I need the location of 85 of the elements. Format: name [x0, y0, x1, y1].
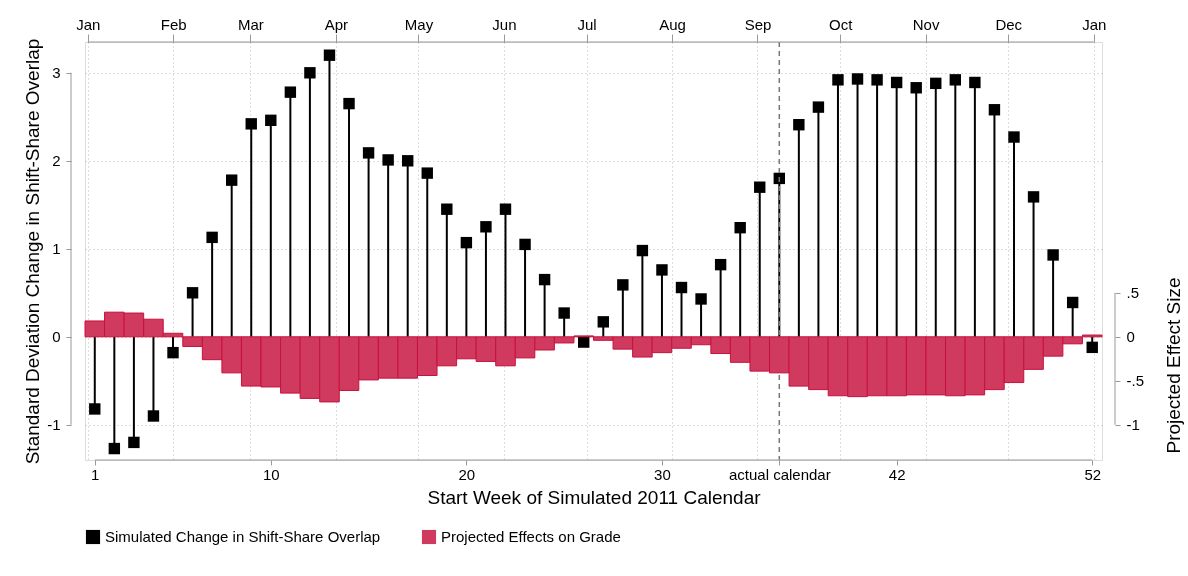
point — [969, 76, 981, 89]
x2-tick-label: Jan — [76, 15, 101, 33]
point — [871, 74, 883, 86]
point — [186, 287, 199, 299]
point — [284, 86, 297, 98]
point — [851, 73, 864, 85]
point — [402, 155, 414, 167]
point — [675, 281, 688, 294]
point — [89, 403, 101, 415]
point — [460, 236, 473, 249]
point — [382, 154, 394, 166]
point — [108, 442, 121, 455]
x-tick-label: actual calendar — [728, 465, 831, 483]
x2-tick-label: Sep — [744, 15, 772, 33]
point — [714, 258, 727, 271]
x2-tick-label: May — [404, 15, 434, 33]
point — [656, 264, 668, 276]
y-axis-title: Standard Deviation Change in Shift-Share Overlap — [22, 38, 44, 465]
x2-tick-label: Nov — [912, 15, 940, 33]
y-tick-label: 0 — [52, 328, 61, 346]
point — [793, 119, 805, 131]
point — [890, 76, 903, 89]
point — [1066, 296, 1079, 309]
x2-tick-label: Aug — [659, 15, 686, 33]
x-tick-label: 10 — [262, 465, 280, 483]
point — [225, 174, 238, 186]
x2-tick-label: Apr — [324, 15, 348, 33]
y-tick-label: 3 — [52, 64, 61, 82]
point — [421, 167, 433, 179]
point — [597, 316, 609, 328]
y-tick-label: 1 — [52, 240, 61, 258]
x-tick-label: 42 — [888, 465, 906, 483]
point — [1008, 131, 1020, 143]
point — [988, 104, 1001, 116]
point — [480, 221, 492, 233]
point — [636, 244, 649, 257]
point — [1086, 341, 1098, 354]
x-tick-label: 20 — [458, 465, 476, 483]
point — [128, 436, 140, 449]
point — [538, 273, 551, 286]
point — [1047, 249, 1059, 261]
point — [245, 118, 257, 130]
point — [519, 238, 531, 251]
y2-axis-title: Projected Effect Size — [1162, 277, 1184, 454]
x2-tick-label: Jul — [577, 15, 597, 33]
y-tick-label: 2 — [52, 152, 61, 170]
point — [812, 101, 825, 113]
point — [578, 336, 590, 348]
point — [206, 231, 218, 244]
x-axis-title: Start Week of Simulated 2011 Calendar — [427, 486, 762, 508]
point — [930, 77, 942, 90]
point — [265, 114, 277, 127]
x2-tick-label: Jan — [1082, 15, 1107, 33]
point — [323, 49, 336, 61]
x2-tick-label: Jun — [492, 15, 517, 33]
point — [617, 279, 629, 291]
point — [695, 293, 707, 305]
legend-label: Simulated Change in Shift-Share Overlap — [105, 528, 381, 545]
x-tick-label: 30 — [654, 465, 671, 483]
x2-tick-label: Feb — [160, 15, 187, 33]
point — [910, 82, 922, 94]
point — [499, 203, 512, 215]
point — [754, 181, 766, 193]
y2-tick-label: .5 — [1126, 284, 1140, 302]
point — [167, 346, 179, 359]
point — [558, 307, 570, 319]
legend-label: Projected Effects on Grade — [441, 528, 621, 545]
x-tick-label: 1 — [91, 465, 100, 483]
x2-tick-label: Oct — [829, 15, 854, 33]
point — [343, 97, 355, 110]
point — [362, 147, 375, 159]
point — [832, 74, 844, 86]
y2-tick-label: -.5 — [1126, 372, 1145, 390]
point — [734, 221, 746, 234]
point — [441, 203, 453, 215]
x-tick-label: 52 — [1084, 465, 1102, 483]
point — [147, 410, 160, 422]
x2-tick-label: Dec — [995, 15, 1023, 33]
y2-tick-label: -1 — [1126, 416, 1140, 434]
y-tick-label: -1 — [47, 416, 61, 434]
y2-tick-label: 0 — [1126, 328, 1135, 346]
x2-tick-label: Mar — [237, 15, 264, 33]
point — [304, 67, 316, 79]
point — [1027, 191, 1040, 203]
point — [949, 74, 962, 86]
